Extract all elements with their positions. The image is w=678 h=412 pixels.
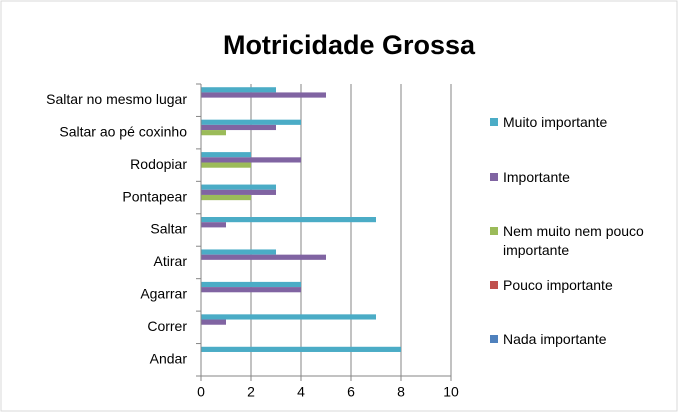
legend-swatch — [490, 335, 498, 343]
bar — [201, 217, 376, 223]
bar — [201, 254, 326, 260]
y-tick-label: Atirar — [154, 253, 188, 269]
y-tick-label: Saltar — [150, 221, 187, 237]
bar — [201, 92, 326, 98]
bar — [201, 346, 401, 352]
bar — [201, 281, 301, 288]
legend-swatch — [490, 227, 498, 235]
legend-item: Pouco importante — [490, 276, 675, 295]
x-tick-label: 6 — [347, 384, 355, 400]
bar — [201, 222, 226, 228]
bar — [201, 319, 226, 325]
bar — [201, 194, 251, 201]
legend-item: Muito importante — [490, 113, 675, 132]
legend-label: Muito importante — [503, 114, 608, 130]
bar — [201, 184, 276, 190]
y-tick-label: Agarrar — [140, 286, 187, 302]
bar — [201, 152, 251, 158]
bar — [201, 314, 376, 320]
legend-label: Pouco importante — [503, 277, 613, 293]
legend-swatch — [490, 173, 498, 181]
x-tick-label: 8 — [397, 384, 405, 400]
x-tick-label: 0 — [197, 384, 205, 400]
legend-swatch — [490, 118, 498, 126]
bar — [201, 287, 301, 293]
chart-title: Motricidade Grossa — [223, 30, 476, 60]
bar — [201, 124, 276, 131]
y-tick-label: Rodopiar — [130, 156, 187, 172]
legend-label: Nada importante — [503, 331, 607, 347]
y-tick-label: Pontapear — [122, 188, 187, 204]
bar — [201, 189, 276, 195]
bar — [201, 119, 301, 125]
x-tick-label: 10 — [443, 384, 459, 400]
legend-item: Importante — [490, 168, 675, 187]
legend-item: Nem muito nem pouco importante — [490, 222, 675, 260]
bar — [201, 162, 251, 168]
y-tick-label: Saltar ao pé coxinho — [59, 123, 187, 139]
legend-label: Importante — [503, 169, 570, 185]
bar — [201, 130, 226, 136]
y-tick-label: Saltar no mesmo lugar — [46, 91, 187, 107]
y-tick-label: Andar — [150, 350, 188, 366]
legend-label: Nem muito nem pouco importante — [503, 223, 644, 258]
x-tick-label: 4 — [297, 384, 305, 400]
bar — [201, 249, 276, 255]
y-tick-label: Correr — [147, 318, 187, 334]
bar — [201, 87, 276, 93]
legend-swatch — [490, 281, 498, 289]
bar — [201, 157, 301, 163]
x-tick-label: 2 — [247, 384, 255, 400]
legend-item: Nada importante — [490, 330, 675, 349]
